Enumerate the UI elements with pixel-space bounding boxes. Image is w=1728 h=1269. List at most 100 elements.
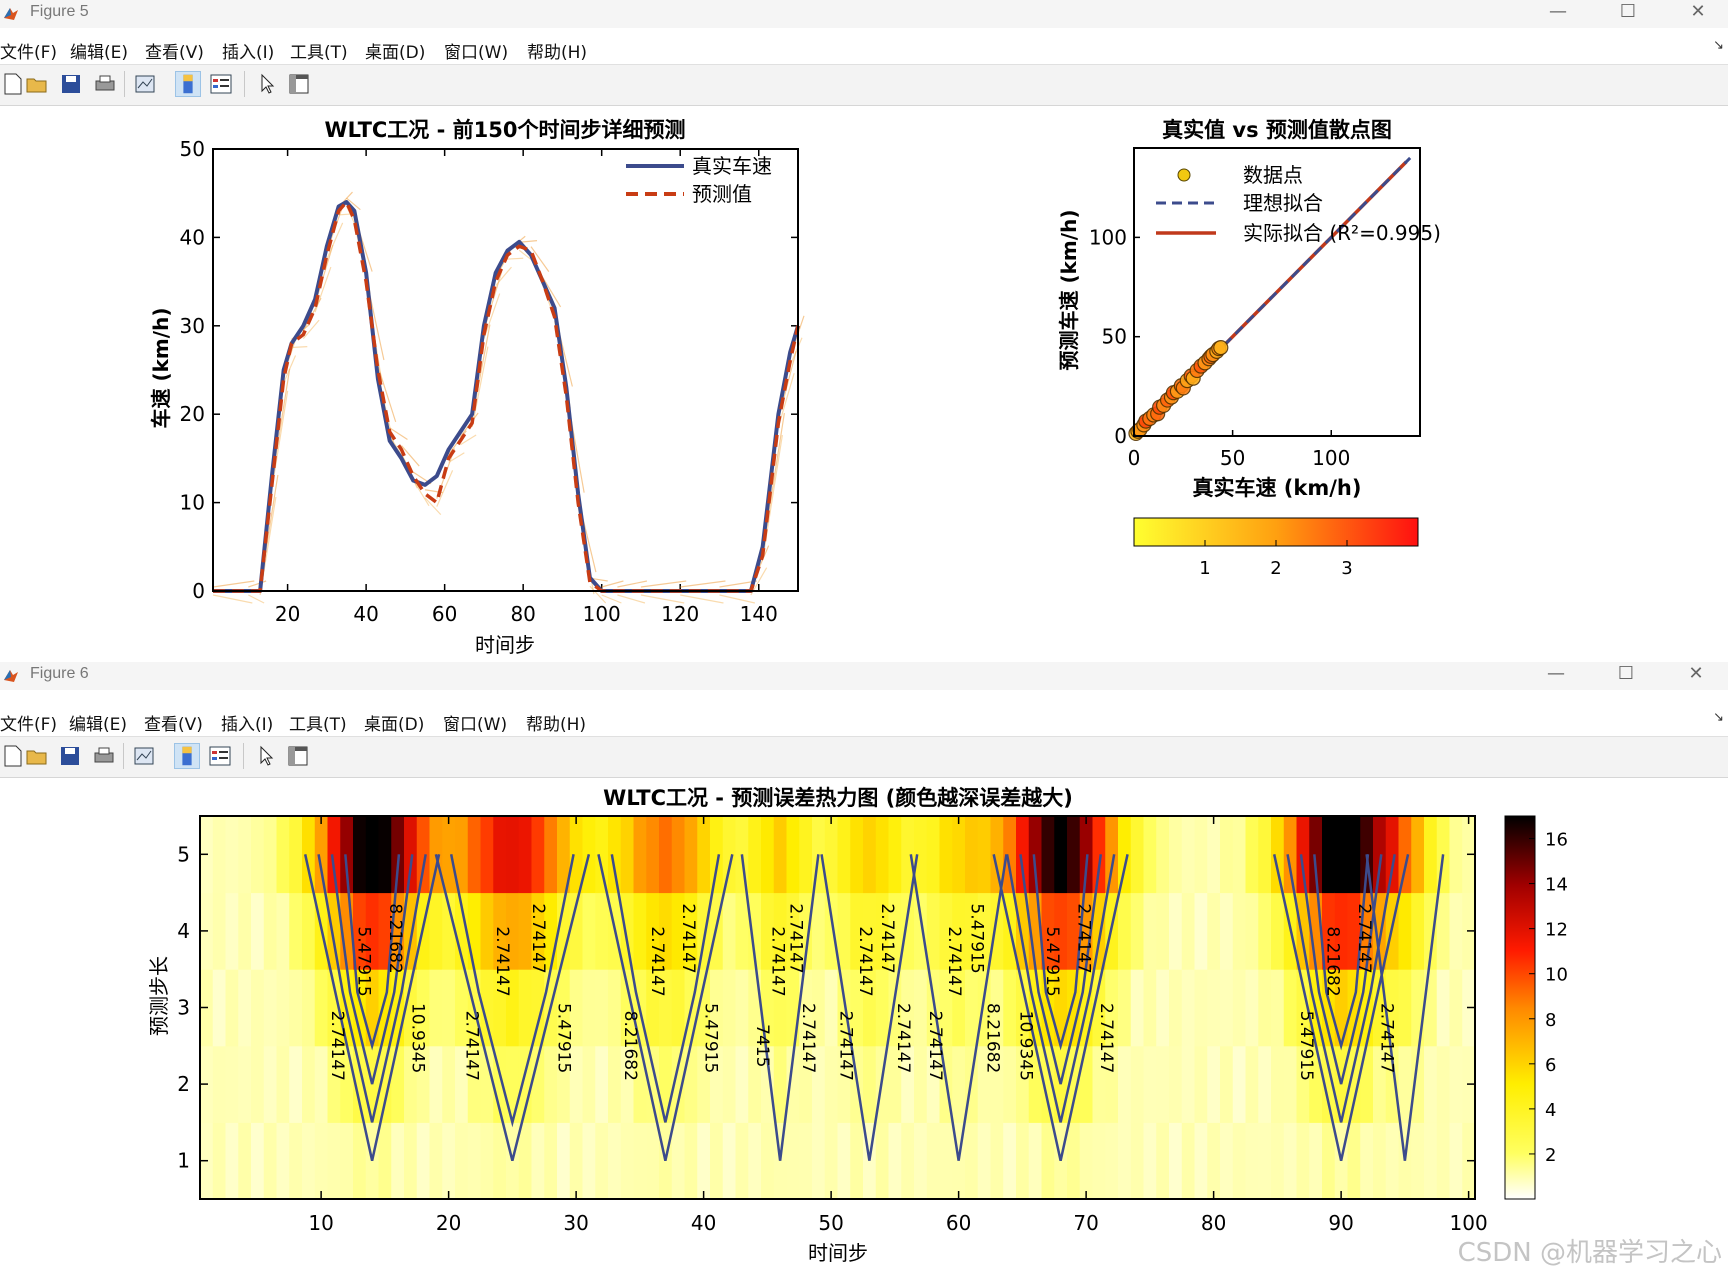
pointer-icon[interactable] [254,71,280,97]
save-icon[interactable] [58,71,84,97]
contour-line [1365,854,1445,1161]
heatmap-cell [773,969,787,1047]
new-file-icon[interactable] [0,743,26,769]
colorbar-icon[interactable] [174,743,200,769]
x-tick-label: 40 [691,1211,716,1235]
print-icon[interactable] [92,71,118,97]
menu-edit[interactable]: 编辑(E) [70,43,129,63]
heatmap-cell [1373,892,1387,970]
figure-5-canvas: WLTC工况 - 前150个时间步详细预测 车速 (km/h) 时间步 20 40… [149,118,1441,657]
menu-file[interactable]: 文件(F) [0,715,58,735]
property-inspector-icon[interactable] [285,743,311,769]
open-folder-icon[interactable] [24,71,50,97]
contour-line [317,854,427,1123]
heatmap-cell [225,1122,239,1200]
heatmap-cell [1385,816,1399,894]
menu-view[interactable]: 查看(V) [144,715,203,735]
heatmap-cell [1360,1045,1374,1123]
heatmap-cell [276,1122,290,1200]
heatmap-cell [888,892,902,970]
contour-label: 5.47915 [354,926,374,996]
heatmap-cell [289,969,303,1047]
colorbar-icon[interactable] [175,71,201,97]
print-icon[interactable] [91,743,117,769]
menu-file[interactable]: 文件(F) [0,43,58,63]
heatmap-cell [1232,816,1246,894]
heatmap-cell [212,816,226,894]
heatmap-cell [289,1045,303,1123]
maximize-button[interactable]: ☐ [1619,1,1637,22]
y-tick-label: 1 [177,1149,190,1173]
heatmap-cell [773,892,787,970]
minimize-button[interactable]: — [1547,663,1565,684]
heatmap-cell [1143,816,1157,894]
pointer-icon[interactable] [253,743,279,769]
forecast-streak [507,257,524,260]
menu-help[interactable]: 帮助(H) [527,43,588,63]
legend-icon[interactable] [207,743,233,769]
heatmap-cell [263,816,277,894]
menu-overflow-icon[interactable]: ↘ [1713,710,1724,725]
contour-label: 2.74147 [944,926,964,996]
new-file-icon[interactable] [0,71,26,97]
property-inspector-icon[interactable] [286,71,312,97]
menu-desktop[interactable]: 桌面(D) [364,715,425,735]
heatmap-cell [506,816,520,894]
heatmap-cell [761,1045,775,1123]
menu-view[interactable]: 查看(V) [145,43,204,63]
heatmap-cell [952,816,966,894]
heatmap-cell [1143,1122,1157,1200]
heatmap-cell [531,816,545,894]
heatmap-cell [1016,1122,1030,1200]
menu-insert[interactable]: 插入(I) [221,715,274,735]
link-plot-icon[interactable] [131,743,157,769]
menu-desktop[interactable]: 桌面(D) [365,43,426,63]
heatmap-cell [1194,892,1208,970]
legend-icon[interactable] [208,71,234,97]
heatmap-cell [620,1122,634,1200]
heatmap-cell [467,816,481,894]
heatmap-cell [1169,1045,1183,1123]
heatmap-cell [914,1122,928,1200]
close-button[interactable]: ✕ [1690,1,1706,22]
heatmap-cell [1016,969,1030,1047]
heatmap-cell [493,892,507,970]
menu-tools[interactable]: 工具(T) [290,43,348,63]
heatmap-cell [582,1122,596,1200]
menu-overflow-icon[interactable]: ↘ [1713,38,1724,53]
heatmap-cell [1181,969,1195,1047]
menu-help[interactable]: 帮助(H) [526,715,587,735]
menu-window[interactable]: 窗口(W) [444,43,509,63]
heatmap-cell [1105,816,1119,894]
heatmap-cell [1041,816,1055,894]
forecast-streak [212,594,253,604]
heatmap-cell [1436,1122,1450,1200]
heatmap-cell [1398,892,1412,970]
contour-label: 2.74147 [492,926,512,996]
maximize-button[interactable]: ☐ [1617,663,1635,684]
menu-tools[interactable]: 工具(T) [289,715,347,735]
heatmap-cell [1092,1122,1106,1200]
menu-bar: 文件(F) 编辑(E) 查看(V) 插入(I) 工具(T) 桌面(D) 窗口(W… [0,30,1728,64]
heatmap-cell [620,969,634,1047]
forecast-streak [617,580,648,588]
heatmap-cell [1054,892,1068,970]
heatmap-cell [671,1045,685,1123]
colorbar-tick-label: 4 [1545,1100,1556,1121]
heatmap-cell [1041,1122,1055,1200]
minimize-button[interactable]: — [1549,1,1567,22]
menu-edit[interactable]: 编辑(E) [69,715,128,735]
heatmap-cell [1424,1122,1438,1200]
forecast-streak [302,319,320,340]
x-tick-label: 70 [1073,1211,1098,1235]
menu-window[interactable]: 窗口(W) [443,715,508,735]
link-plot-icon[interactable] [132,71,158,97]
close-button[interactable]: ✕ [1688,663,1704,684]
save-icon[interactable] [57,743,83,769]
heatmap-cell [327,816,341,894]
open-folder-icon[interactable] [24,743,50,769]
heatmap-cell [926,1045,940,1123]
menu-insert[interactable]: 插入(I) [222,43,275,63]
heatmap-cell [875,1122,889,1200]
forecast-streak [248,580,267,588]
